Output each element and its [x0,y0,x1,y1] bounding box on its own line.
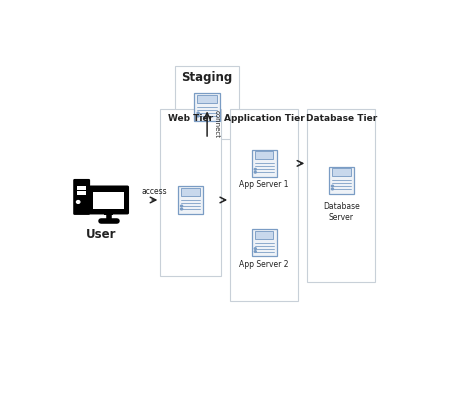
FancyBboxPatch shape [93,192,124,209]
FancyBboxPatch shape [328,167,354,194]
Circle shape [255,168,256,170]
Circle shape [331,188,333,190]
FancyBboxPatch shape [73,179,90,215]
Text: App Server 1: App Server 1 [239,181,289,189]
Circle shape [331,185,333,187]
Text: User: User [86,228,117,241]
FancyBboxPatch shape [178,186,203,214]
Circle shape [181,208,182,210]
Text: Database Tier: Database Tier [306,114,377,123]
Circle shape [255,251,256,252]
FancyBboxPatch shape [181,188,200,196]
Circle shape [181,205,182,207]
Text: Application Tier: Application Tier [224,114,304,123]
Text: connect: connect [214,110,220,138]
FancyBboxPatch shape [198,95,217,103]
Text: access: access [142,187,168,196]
FancyBboxPatch shape [230,109,298,301]
FancyBboxPatch shape [252,150,276,177]
FancyBboxPatch shape [77,191,86,195]
FancyBboxPatch shape [194,93,220,121]
FancyBboxPatch shape [89,185,129,215]
Circle shape [197,112,199,114]
FancyBboxPatch shape [255,230,273,239]
FancyBboxPatch shape [104,212,113,215]
Circle shape [255,248,256,249]
Text: Database
Server: Database Server [323,202,360,222]
Circle shape [255,171,256,173]
FancyBboxPatch shape [175,66,239,139]
FancyBboxPatch shape [160,109,221,276]
Circle shape [76,200,80,204]
FancyBboxPatch shape [255,151,273,159]
Text: App Server 2: App Server 2 [239,260,289,269]
FancyBboxPatch shape [332,168,351,176]
Text: Web Tier: Web Tier [168,114,213,123]
Circle shape [197,115,199,117]
FancyBboxPatch shape [252,229,276,256]
FancyBboxPatch shape [307,109,375,282]
Text: Staging: Staging [182,71,233,84]
FancyBboxPatch shape [77,186,86,190]
